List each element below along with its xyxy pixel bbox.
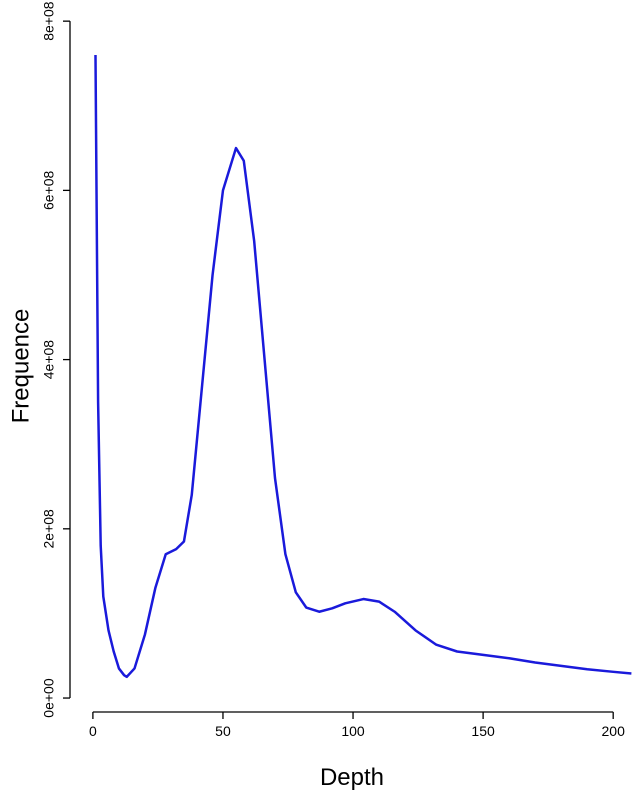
x-tick-label: 0 <box>89 723 97 739</box>
y-tick-label: 6e+08 <box>41 171 57 211</box>
x-tick-label: 100 <box>341 723 365 739</box>
x-tick-label: 50 <box>215 723 231 739</box>
x-tick-label: 200 <box>602 723 626 739</box>
y-tick-label: 2e+08 <box>41 509 57 549</box>
x-tick-label: 150 <box>471 723 495 739</box>
y-axis-title: Frequence <box>7 309 34 424</box>
y-tick-label: 0e+00 <box>41 678 57 718</box>
y-tick-label: 8e+08 <box>41 1 57 41</box>
y-tick-label: 4e+08 <box>41 340 57 380</box>
data-line <box>94 54 632 679</box>
x-axis-title: Depth <box>320 764 384 791</box>
